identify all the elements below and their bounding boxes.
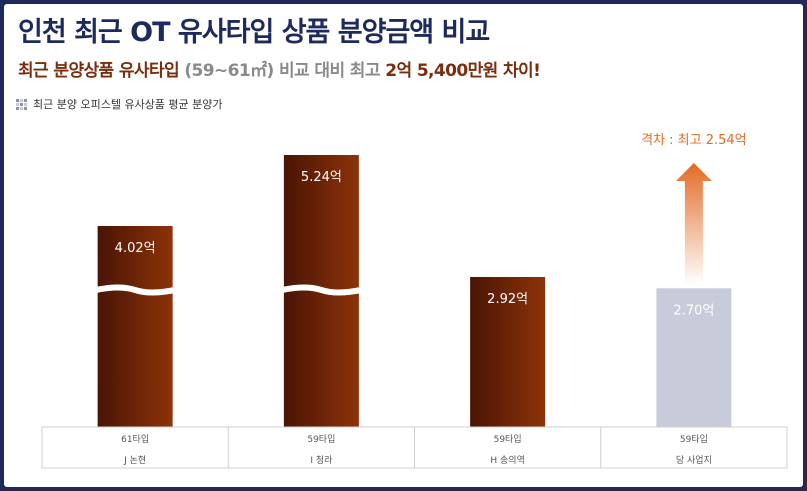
grid-dots-icon	[16, 98, 27, 110]
bar-4	[656, 288, 732, 427]
category-type-label: 59타입	[680, 433, 708, 445]
bar-3	[470, 277, 546, 427]
category-name-label: J 논현	[123, 455, 146, 466]
bar-value-label: 2.70억	[673, 303, 714, 318]
up-arrow-icon	[675, 163, 712, 285]
axis-break-mark	[281, 284, 362, 296]
page-subtitle: 최근 분양상품 유사타입 (59~61㎡) 비교 대비 최고 2억 5,400만…	[18, 56, 541, 81]
subtitle-suffix: 차이!	[503, 61, 541, 81]
category-name-label: 당 사업지	[676, 455, 712, 466]
bar-value-label: 2.92억	[487, 292, 528, 307]
category-type-label: 59타입	[307, 433, 335, 445]
subtitle-highlight: 2억 5,400만원	[385, 61, 498, 81]
subtitle-prefix: 최근 분양상품 유사타입	[18, 61, 180, 81]
category-type-label: 59타입	[494, 433, 522, 445]
gap-annotation: 격차 : 최고 2.54억	[641, 133, 747, 148]
bar-value-label: 4.02억	[115, 241, 156, 256]
legend: 최근 분양 오피스텔 유사상품 평균 분양가	[16, 96, 223, 112]
category-name-label: H 송의역	[490, 455, 524, 466]
category-name-label: I 청라	[310, 455, 333, 466]
category-type-label: 61타입	[121, 433, 149, 445]
subtitle-middle: 비교 대비 최고	[279, 61, 380, 81]
bar-1	[97, 226, 173, 427]
bar-value-label: 5.24억	[301, 170, 342, 185]
axis-break-mark	[95, 284, 176, 296]
page-title: 인천 최근 OT 유사타입 상품 분양금액 비교	[18, 17, 490, 48]
subtitle-range: (59~61㎡)	[184, 61, 274, 81]
legend-label: 최근 분양 오피스텔 유사상품 평균 분양가	[33, 98, 223, 111]
